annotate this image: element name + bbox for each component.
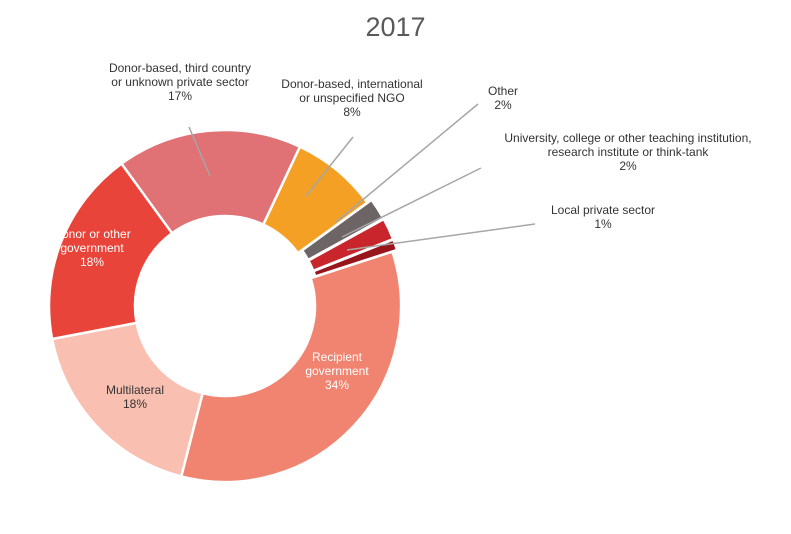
- slice-name-label: research institute or think-tank: [548, 145, 710, 159]
- slice-name-label: or unspecified NGO: [299, 91, 404, 105]
- leader-line-4: [188, 126, 211, 177]
- slice-label-7: University, college or other teaching in…: [504, 131, 751, 173]
- slice-value-label: 18%: [80, 255, 104, 269]
- leader-line-7: [341, 167, 482, 238]
- slice-value-label: 1%: [594, 217, 612, 231]
- slice-name-label: government: [60, 241, 124, 255]
- pie-slice-2: [50, 321, 205, 478]
- slice-name-label: Recipient: [312, 350, 363, 364]
- slice-value-label: 2%: [494, 98, 512, 112]
- slice-label-8: Local private sector 1%: [551, 203, 655, 231]
- pie-slice-1: [179, 250, 403, 484]
- slice-value-label: 2%: [619, 159, 637, 173]
- slice-value-label: 34%: [325, 378, 349, 392]
- slice-name-label: or unknown private sector: [111, 75, 248, 89]
- slice-label-2: Multilateral 18%: [106, 383, 164, 411]
- slice-label-5: Donor-based, international or unspecified…: [281, 77, 422, 119]
- leader-line-8: [346, 223, 536, 251]
- leader-line-6: [335, 103, 479, 223]
- slice-value-label: 8%: [343, 105, 361, 119]
- slice-name-label: Other: [488, 84, 518, 98]
- pie-slice-4: [119, 128, 302, 235]
- slice-label-4: Donor-based, third country or unknown pri…: [109, 61, 251, 103]
- pie-slice-3: [47, 161, 174, 341]
- slice-name-label: University, college or other teaching in…: [504, 131, 751, 145]
- slice-name-label: Donor-based, third country: [109, 61, 251, 75]
- slice-name-label: Multilateral: [106, 383, 164, 397]
- slice-name-label: government: [305, 364, 369, 378]
- slice-value-label: 17%: [168, 89, 192, 103]
- slice-label-6: Other 2%: [488, 84, 518, 112]
- slice-name-label: Donor-based, international: [281, 77, 422, 91]
- slice-label-1: Recipient government 34%: [305, 350, 369, 392]
- chart-title: 2017: [365, 12, 426, 42]
- leader-line-5: [305, 136, 354, 197]
- slice-name-label: Donor or other: [53, 227, 130, 241]
- slice-label-3: Donor or other government 18%: [53, 227, 130, 269]
- slice-value-label: 18%: [123, 397, 147, 411]
- slice-name-label: Local private sector: [551, 203, 655, 217]
